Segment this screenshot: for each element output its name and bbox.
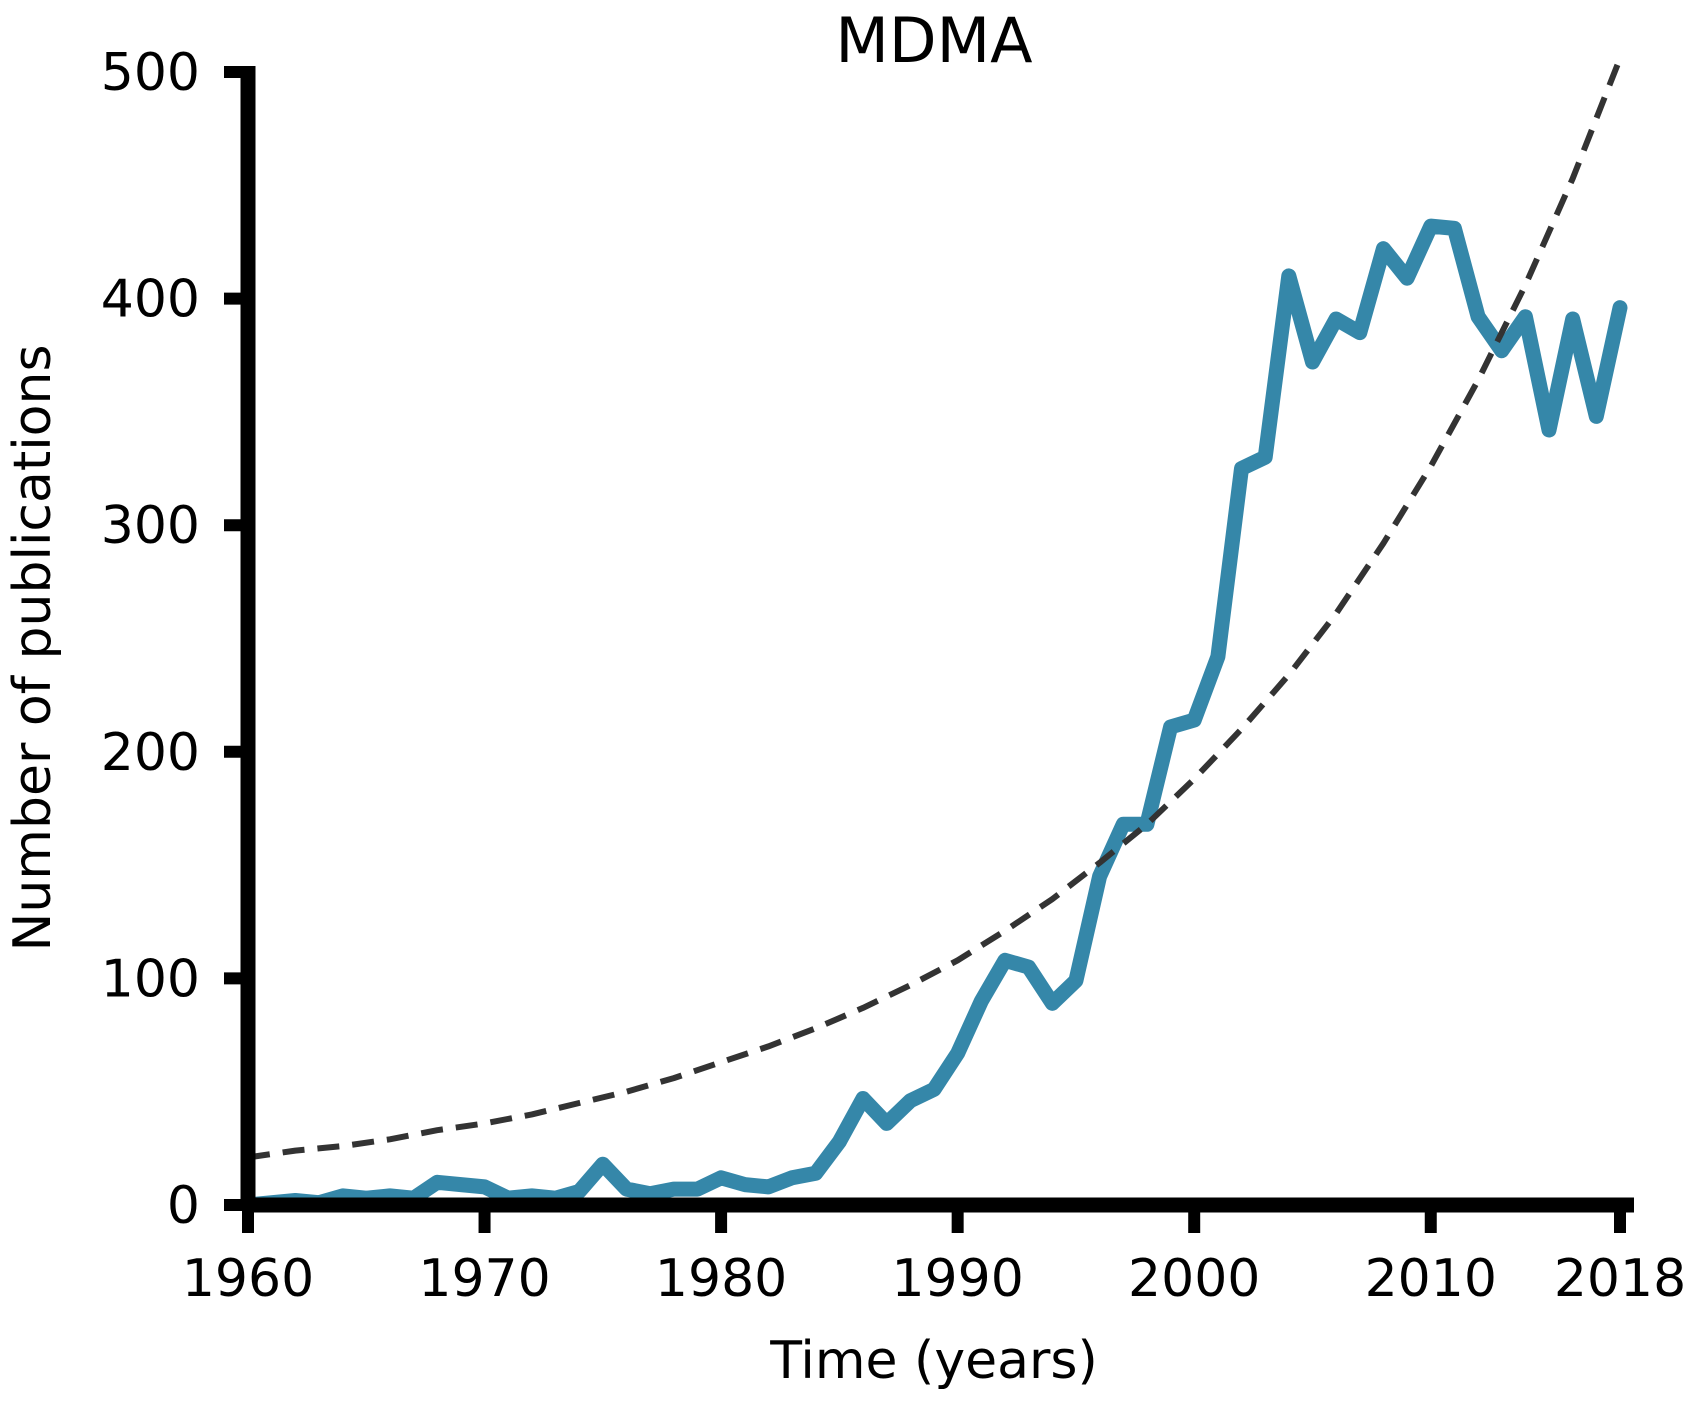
y-tick-label: 300	[101, 496, 200, 556]
data-line-series	[240, 218, 1628, 1213]
x-tick-label: 2018	[1554, 1249, 1686, 1309]
y-axis-label: Number of publications	[3, 344, 63, 951]
x-tick-label: 1970	[418, 1249, 550, 1309]
y-tick-label: 100	[101, 949, 200, 1009]
x-tick-label: 2010	[1365, 1249, 1497, 1309]
y-tick-label: 200	[101, 723, 200, 783]
axes: 0 100 200 300 400 500 1960 1970 1980 1990 2000 2010…	[101, 43, 1686, 1309]
x-tick-label: 1960	[182, 1249, 314, 1309]
y-tick-label: 400	[101, 270, 200, 330]
chart-title: MDMA	[835, 4, 1032, 77]
plot-series	[240, 57, 1628, 1213]
y-tick-label: 500	[101, 43, 200, 103]
y-tick-label: 0	[167, 1176, 200, 1236]
x-tick-label: 1980	[655, 1249, 787, 1309]
trend-line-dashed	[247, 57, 1623, 1161]
x-tick-label: 1990	[891, 1249, 1023, 1309]
x-axis-label: Time (years)	[769, 1331, 1097, 1391]
x-tick-label: 2000	[1128, 1249, 1260, 1309]
